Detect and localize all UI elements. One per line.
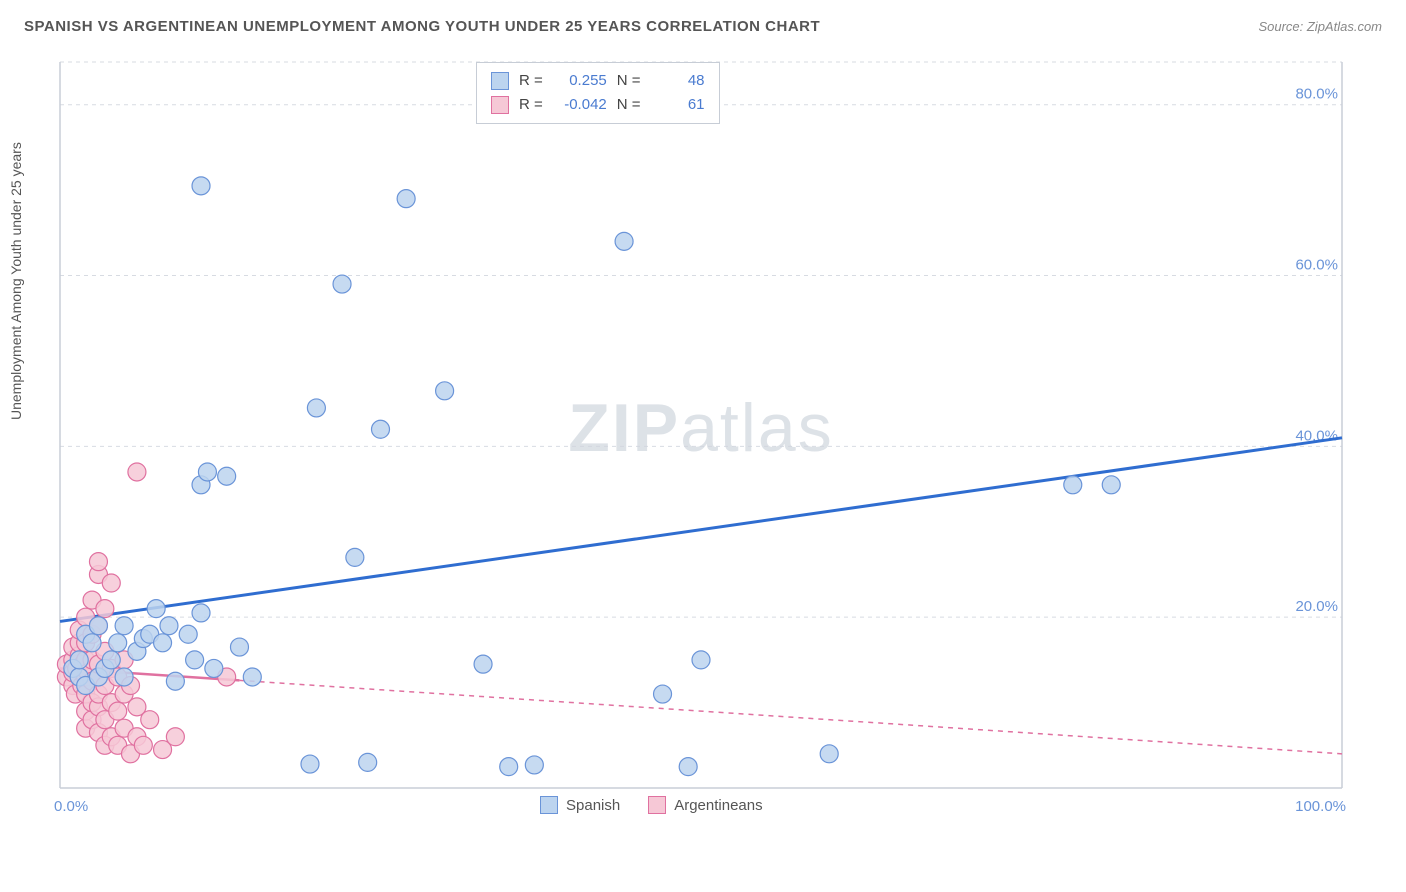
legend-item-spanish: Spanish [540,796,620,814]
n-value-spanish: 48 [651,69,705,93]
legend-label-argentineans: Argentineans [674,797,762,814]
legend-swatch-spanish-bottom [540,796,558,814]
stats-row-spanish: R = 0.255 N = 48 [491,69,705,93]
bottom-legend: Spanish Argentineans [540,796,763,814]
source-attribution: Source: ZipAtlas.com [1258,19,1382,34]
r-value-spanish: 0.255 [553,69,607,93]
scatter-chart: 20.0%40.0%60.0%80.0% [56,58,1346,828]
y-axis-label: Unemployment Among Youth under 25 years [8,142,24,420]
svg-text:20.0%: 20.0% [1295,598,1338,615]
chart-area: 20.0%40.0%60.0%80.0% ZIPatlas R = 0.255 … [56,58,1346,828]
legend-swatch-argentineans-bottom [648,796,666,814]
page-title: SPANISH VS ARGENTINEAN UNEMPLOYMENT AMON… [24,18,820,35]
legend-label-spanish: Spanish [566,797,620,814]
n-value-argentineans: 61 [651,93,705,117]
stats-row-argentineans: R = -0.042 N = 61 [491,93,705,117]
stats-legend-box: R = 0.255 N = 48 R = -0.042 N = 61 [476,62,720,124]
legend-item-argentineans: Argentineans [648,796,762,814]
legend-swatch-argentineans [491,96,509,114]
svg-text:60.0%: 60.0% [1295,257,1338,274]
x-axis-max-label: 100.0% [1295,798,1346,815]
x-axis-min-label: 0.0% [54,798,88,815]
svg-text:80.0%: 80.0% [1295,86,1338,103]
legend-swatch-spanish [491,72,509,90]
r-value-argentineans: -0.042 [553,93,607,117]
